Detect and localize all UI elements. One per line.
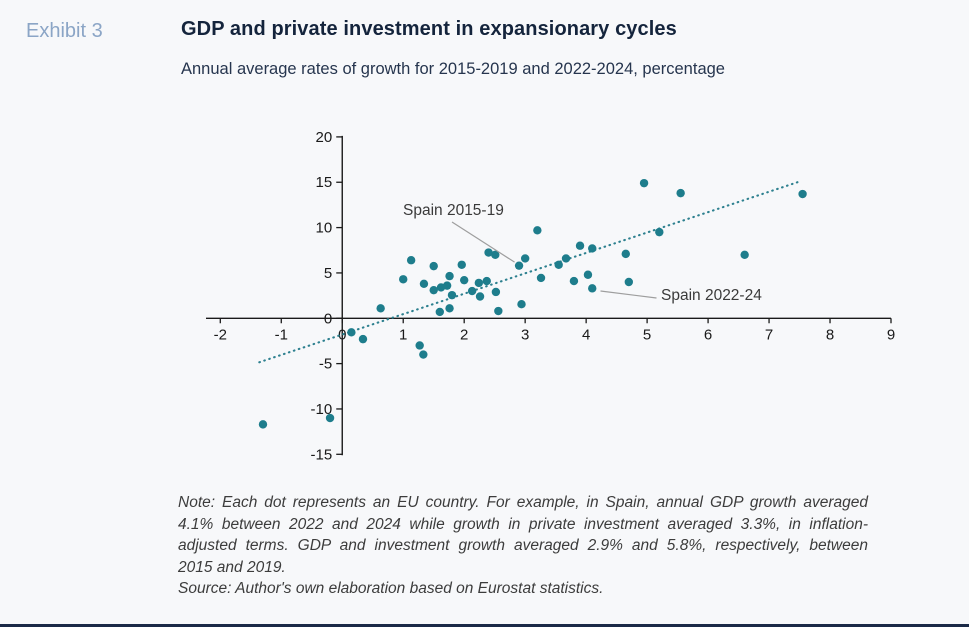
scatter-point bbox=[588, 244, 597, 253]
scatter-point bbox=[484, 248, 493, 257]
x-tick-label: -1 bbox=[275, 326, 288, 343]
scatter-point bbox=[621, 249, 630, 259]
scatter-point bbox=[258, 420, 268, 429]
x-tick-label: 9 bbox=[887, 326, 895, 343]
scatter-point bbox=[467, 286, 477, 296]
page-title: GDP and private investment in expansiona… bbox=[181, 18, 677, 40]
scatter-point bbox=[475, 292, 485, 301]
page-subtitle: Annual average rates of growth for 2015-… bbox=[181, 60, 725, 78]
x-tick-label: -2 bbox=[214, 326, 227, 343]
scatter-point bbox=[447, 290, 457, 300]
scatter-point bbox=[419, 279, 429, 289]
note-line: 4.1% between 2022 and 2024 while growth … bbox=[178, 515, 868, 533]
scatter-point bbox=[517, 300, 526, 309]
chart-note: Note: Each dot represents an EU country.… bbox=[178, 492, 868, 600]
scatter-point bbox=[376, 304, 385, 313]
y-tick-label: 15 bbox=[316, 174, 333, 191]
scatter-point bbox=[325, 413, 335, 423]
source-line: Source: Author's own elaboration based o… bbox=[178, 580, 604, 597]
y-tick-label: 20 bbox=[316, 129, 333, 146]
annotation-label: Spain 2015-19 bbox=[403, 202, 504, 219]
x-tick-label: 5 bbox=[643, 326, 651, 343]
scatter-point bbox=[459, 275, 469, 285]
note-line: 2015 and 2019. bbox=[178, 558, 286, 576]
scatter-point bbox=[457, 260, 466, 269]
scatter-point bbox=[561, 254, 571, 263]
scatter-point bbox=[798, 189, 807, 199]
x-tick-label: 8 bbox=[826, 326, 834, 343]
scatter-point bbox=[445, 271, 454, 281]
scatter-point bbox=[406, 256, 416, 265]
exhibit-label: Exhibit 3 bbox=[26, 20, 103, 42]
scatter-point bbox=[435, 307, 445, 317]
annotation-leader bbox=[451, 221, 515, 263]
scatter-point bbox=[429, 285, 438, 295]
y-tick-label: 10 bbox=[316, 220, 333, 237]
scatter-point bbox=[491, 250, 500, 259]
y-tick-label: -10 bbox=[311, 401, 333, 418]
scatter-point bbox=[533, 226, 542, 235]
scatter-point bbox=[419, 350, 428, 359]
scatter-point bbox=[482, 276, 491, 286]
note-line: adjusted terms. GDP and investment growt… bbox=[178, 537, 868, 554]
scatter-point bbox=[588, 284, 597, 293]
scatter-point bbox=[575, 241, 585, 250]
annotation-leader bbox=[600, 290, 657, 299]
scatter-point bbox=[583, 270, 593, 279]
scatter-point bbox=[676, 188, 685, 198]
x-tick-label: 3 bbox=[521, 326, 529, 343]
scatter-point bbox=[639, 178, 649, 188]
scatter-point bbox=[569, 276, 579, 286]
scatter-point bbox=[494, 306, 503, 316]
x-tick-label: 2 bbox=[460, 326, 468, 343]
note-line: Note: Each dot represents an EU country.… bbox=[178, 494, 868, 511]
x-tick-label: 0 bbox=[338, 326, 346, 343]
scatter-point bbox=[429, 261, 438, 271]
y-tick-label: -15 bbox=[311, 446, 333, 463]
scatter-point bbox=[358, 334, 368, 344]
scatter-point bbox=[655, 227, 664, 237]
scatter-point bbox=[491, 287, 501, 297]
scatter-point bbox=[399, 275, 408, 284]
x-tick-label: 4 bbox=[582, 326, 590, 343]
y-tick-label: 0 bbox=[324, 310, 332, 327]
scatter-point bbox=[347, 328, 356, 337]
annotation-label: Spain 2022-24 bbox=[661, 287, 762, 304]
y-tick-label: 5 bbox=[324, 265, 332, 282]
scatter-point bbox=[740, 250, 749, 259]
bottom-rule bbox=[0, 624, 969, 627]
scatter-point bbox=[554, 260, 563, 269]
scatter-point bbox=[415, 341, 424, 350]
scatter-point bbox=[624, 277, 634, 287]
scatter-point bbox=[442, 281, 452, 290]
scatter-point bbox=[514, 261, 524, 270]
x-tick-label: 6 bbox=[704, 326, 712, 343]
scatter-point bbox=[536, 273, 546, 283]
x-tick-label: 7 bbox=[765, 326, 773, 343]
x-tick-label: 1 bbox=[399, 326, 407, 343]
scatter-point bbox=[445, 304, 454, 313]
y-tick-label: -5 bbox=[319, 356, 332, 373]
scatter-point bbox=[520, 254, 530, 263]
scatter-point bbox=[474, 278, 484, 288]
